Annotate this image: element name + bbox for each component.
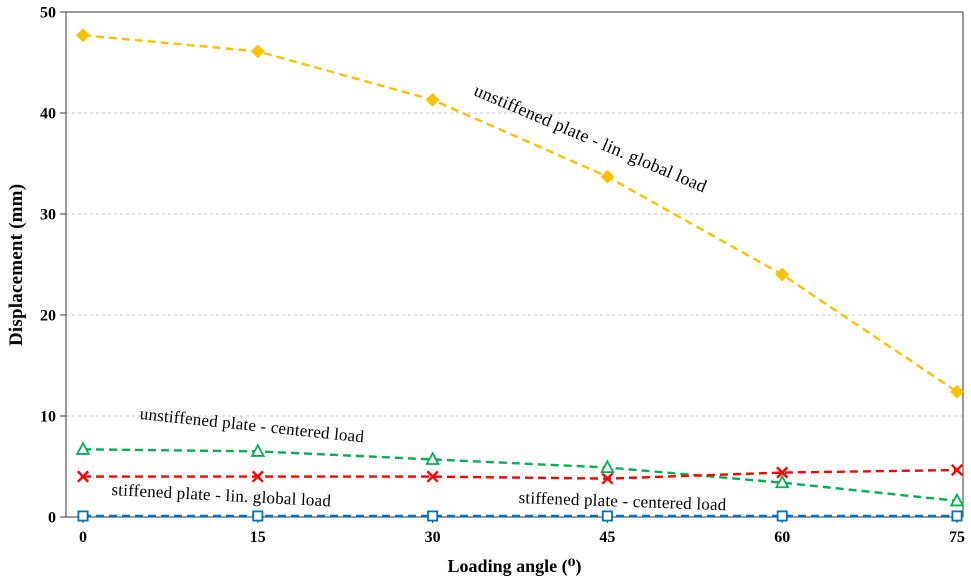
square-marker [252,510,264,522]
y-tick-label: 10 [40,409,56,426]
x-tick-label: 30 [425,529,441,546]
x-marker [76,470,90,483]
x-marker [601,472,614,485]
diamond-marker [76,28,90,43]
square-marker [427,510,439,522]
series-line [83,468,958,480]
series-line [82,448,958,503]
triangle-marker [949,492,965,507]
x-marker [426,470,439,483]
x-marker [950,463,964,477]
triangle-marker [425,451,440,465]
x-marker [251,470,264,483]
x-tick-label: 45 [599,529,615,546]
y-tick-label: 30 [40,207,56,224]
triangle-marker [75,441,91,455]
series-stiffened-plate-centered-load [77,510,963,522]
y-axis-title: Displacement (mm) [6,183,27,346]
y-tick-label: 20 [40,308,56,325]
diamond-marker [775,267,790,282]
series-line [82,34,958,393]
x-tick-label: 15 [250,529,266,546]
triangle-marker [600,459,615,474]
x-tick-label: 60 [774,529,790,546]
y-tick-label: 0 [48,510,56,527]
diamond-marker [425,92,440,107]
x-tick-label: 75 [949,529,965,546]
plot-border [65,11,964,518]
triangle-marker [250,443,266,457]
series-unstiffened-plate-lin-global-load [76,28,964,399]
triangle-marker [774,474,790,489]
square-marker [77,510,89,522]
x-tick-label: 0 [79,529,87,546]
square-marker [951,510,963,522]
x-marker [776,466,789,479]
square-marker [601,510,613,522]
series-unstiffened-plate-centered-load [75,441,965,507]
series-stiffened-plate-lin-global-load [76,463,964,485]
diamond-marker [950,384,964,399]
diamond-marker [250,44,265,59]
diamond-marker [600,169,615,184]
square-marker [776,510,788,522]
y-tick-label: 50 [40,5,56,22]
x-axis-title: Loading angle (⁰) [447,556,582,576]
y-tick-label: 40 [40,106,56,123]
